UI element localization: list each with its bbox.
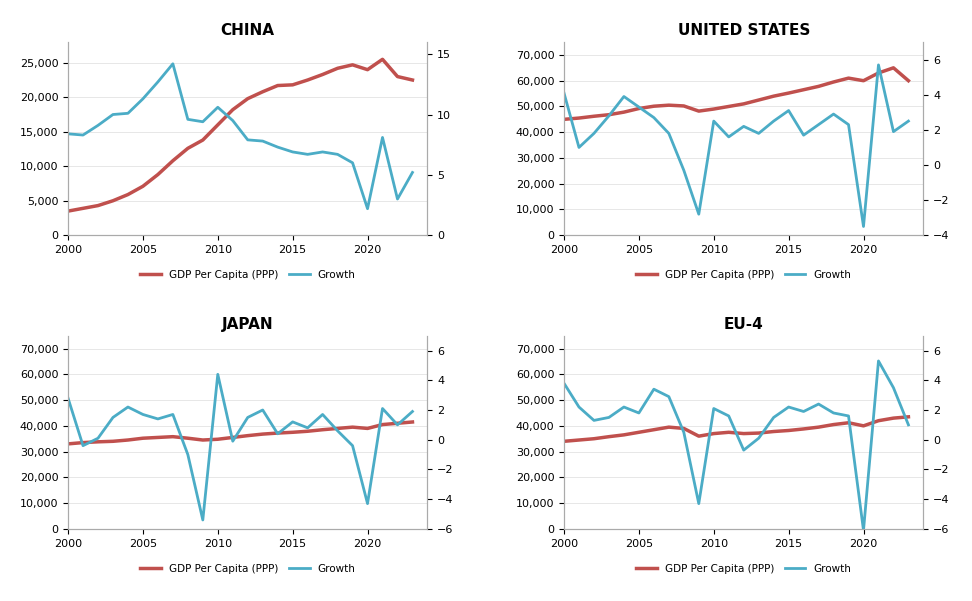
Title: EU-4: EU-4: [724, 317, 764, 332]
Legend: GDP Per Capita (PPP), Growth: GDP Per Capita (PPP), Growth: [135, 266, 360, 284]
Legend: GDP Per Capita (PPP), Growth: GDP Per Capita (PPP), Growth: [135, 560, 360, 578]
Title: UNITED STATES: UNITED STATES: [677, 23, 810, 38]
Legend: GDP Per Capita (PPP), Growth: GDP Per Capita (PPP), Growth: [632, 266, 856, 284]
Title: CHINA: CHINA: [221, 23, 275, 38]
Title: JAPAN: JAPAN: [222, 317, 273, 332]
Legend: GDP Per Capita (PPP), Growth: GDP Per Capita (PPP), Growth: [632, 560, 856, 578]
